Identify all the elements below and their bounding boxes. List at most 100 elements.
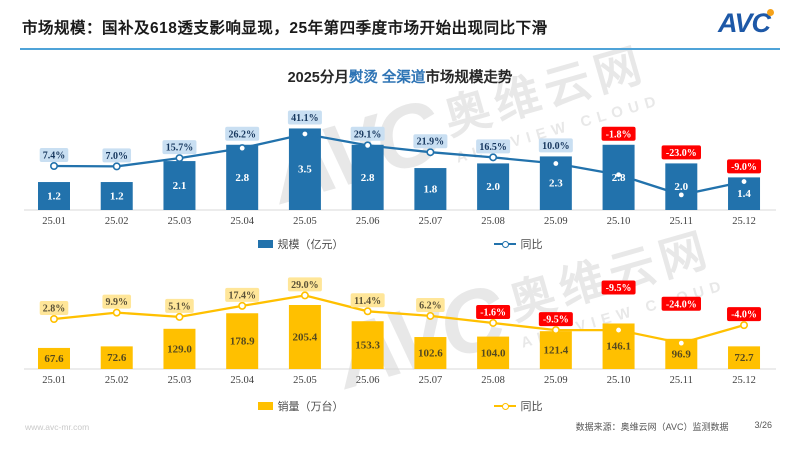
pct-label-box [476, 139, 511, 154]
line-marker [49, 314, 58, 323]
x-tick-label: 25.10 [607, 216, 631, 227]
pct-label-box [661, 145, 701, 160]
x-tick-label: 25.12 [732, 375, 756, 386]
x-tick-label: 25.03 [168, 216, 192, 227]
pct-label-box [165, 298, 194, 313]
line-marker [300, 291, 309, 300]
pct-label: 2.8% [43, 304, 66, 315]
pct-label-box [162, 140, 197, 155]
pct-label-box [39, 301, 69, 315]
bar [163, 161, 196, 210]
line-marker [426, 148, 435, 157]
legend-item-scale: 规模（亿元） [257, 236, 344, 252]
x-tick-label: 25.09 [544, 375, 568, 386]
line-marker [49, 161, 58, 170]
pct-label: -1.8% [606, 129, 632, 140]
pct-label: 5.1% [168, 301, 191, 312]
footer-right: 数据来源：奥维云网（AVC）监测数据 3/26 [576, 420, 772, 433]
line-marker [300, 129, 309, 138]
line-marker [363, 307, 372, 316]
pct-label-box [225, 126, 260, 141]
legend-item-yoy: 同比 [493, 236, 543, 252]
pct-label: -23.0% [666, 148, 697, 159]
bar [351, 321, 384, 369]
x-tick-label: 25.05 [293, 375, 317, 386]
pct-label-box [225, 287, 260, 302]
bar-value-label: 205.4 [293, 331, 318, 343]
line-marker [175, 312, 184, 321]
bar-value-label: 153.3 [355, 340, 380, 352]
scale-chart-legend: 规模（亿元） 同比 [0, 236, 800, 252]
line-marker [489, 153, 498, 162]
line-marker [112, 308, 121, 317]
x-tick-label: 25.02 [105, 216, 129, 227]
pct-label: -1.6% [480, 307, 506, 318]
x-tick-label: 25.03 [168, 375, 192, 386]
x-tick-label: 25.08 [481, 216, 505, 227]
line-marker [677, 339, 686, 348]
pct-label-box [727, 307, 762, 322]
pct-label-box [39, 148, 69, 162]
bar [414, 168, 447, 210]
line-marker [551, 159, 560, 168]
x-tick-label: 25.09 [544, 216, 568, 227]
line-marker [740, 177, 749, 186]
pct-label: 9.9% [105, 297, 128, 308]
line-marker [363, 141, 372, 150]
pct-label-box [350, 126, 385, 141]
avc-logo-text: AVC [717, 8, 771, 38]
bar [288, 304, 321, 369]
x-tick-label: 25.11 [670, 375, 693, 386]
bar [477, 163, 510, 210]
bar [351, 144, 384, 210]
line-marker-icon [493, 402, 516, 410]
pct-label: -9.5% [606, 283, 632, 294]
line-marker [614, 326, 623, 335]
footer-website: www.avc-mr.com [25, 422, 90, 432]
line-marker [112, 162, 121, 171]
pct-label-box [538, 138, 573, 153]
bar-value-label: 72.6 [107, 352, 127, 364]
bar [665, 163, 698, 210]
footer-source: 数据来源：奥维云网（AVC）监测数据 [575, 422, 729, 432]
bar [38, 347, 70, 369]
bar-value-label: 67.6 [44, 353, 64, 365]
bar [728, 346, 761, 369]
pct-label-box [287, 110, 322, 125]
pct-label: -9.0% [731, 162, 757, 173]
x-tick-label: 25.10 [607, 375, 631, 386]
x-tick-label: 25.04 [230, 216, 254, 227]
pct-label-box [413, 134, 448, 149]
line-marker [489, 318, 498, 327]
bar [226, 313, 259, 369]
bar [100, 346, 133, 369]
bar [100, 182, 133, 210]
line-marker-icon [493, 240, 516, 248]
pct-label-box [601, 126, 636, 141]
bar-swatch-icon [257, 240, 273, 248]
pct-label: 21.9% [417, 137, 445, 148]
x-tick-label: 25.06 [356, 216, 380, 227]
legend-label: 同比 [520, 239, 543, 251]
pct-label: 15.7% [166, 143, 194, 154]
pct-label: 29.1% [354, 129, 382, 140]
x-tick-label: 25.02 [105, 375, 129, 386]
x-tick-label: 25.07 [419, 375, 443, 386]
legend-item-sales: 销量（万台） [257, 398, 344, 414]
bar [539, 331, 572, 369]
bar-value-label: 2.0 [486, 181, 500, 193]
legend-item-yoy: 同比 [493, 398, 543, 414]
bar-value-label: 1.2 [110, 191, 124, 203]
pct-label-box [350, 293, 385, 308]
pct-label: 7.0% [105, 151, 128, 162]
bar [38, 182, 70, 210]
x-tick-label: 25.01 [42, 216, 66, 227]
bar-value-label: 3.5 [298, 164, 312, 176]
bar [288, 128, 321, 210]
line-marker [426, 311, 435, 320]
bar-value-label: 1.4 [737, 188, 751, 200]
bar-value-label: 2.0 [674, 181, 688, 193]
x-tick-label: 25.06 [356, 375, 380, 386]
pct-label: 17.4% [228, 290, 256, 301]
